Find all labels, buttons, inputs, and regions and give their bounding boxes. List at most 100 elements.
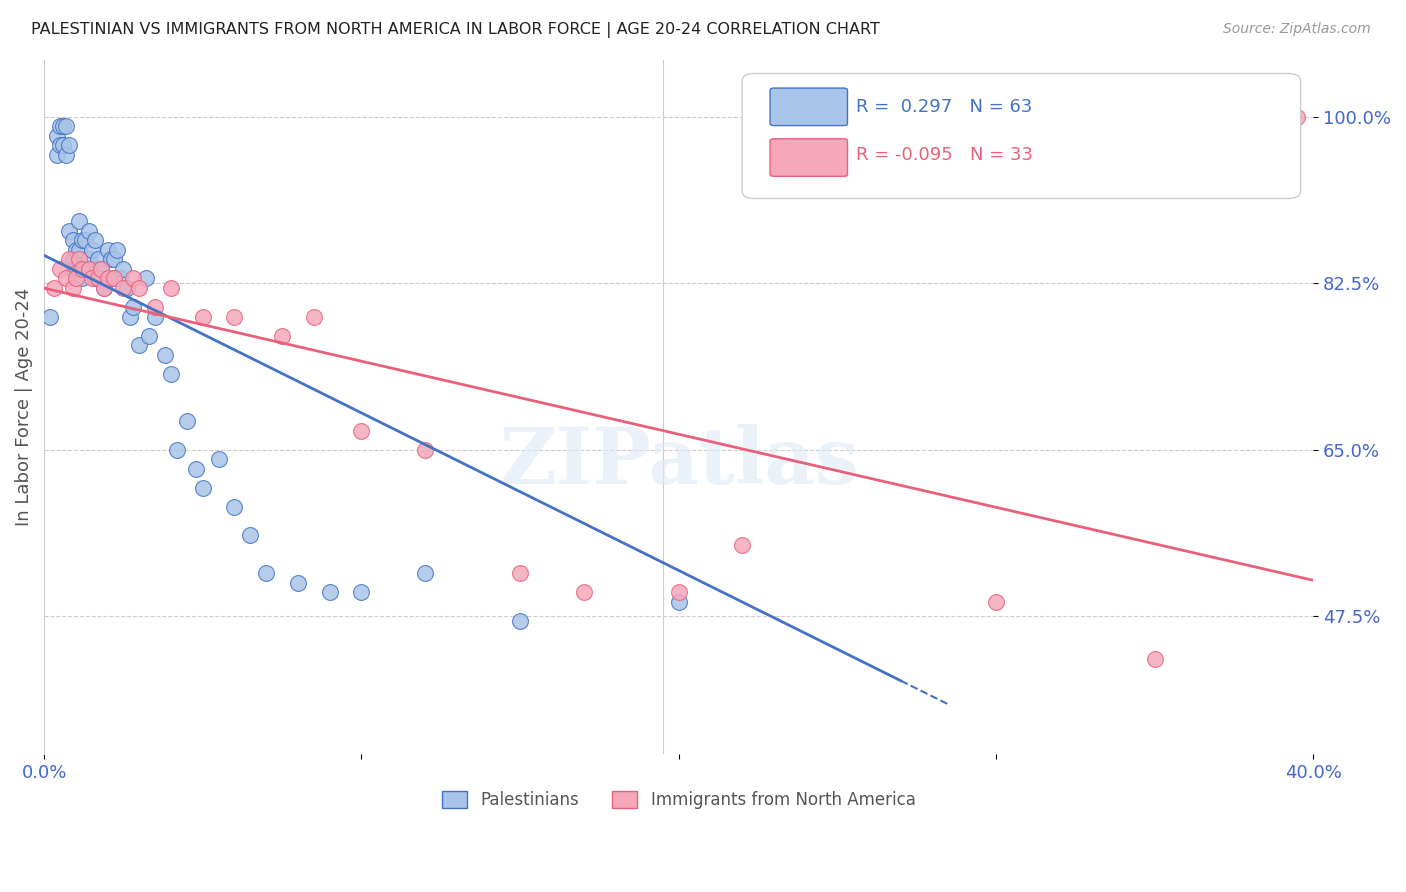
Point [58,252,80,267]
Point [49,138,72,153]
Point [413,566,436,581]
Point [97,271,120,285]
Point [62,233,84,247]
Point [62,281,84,295]
Point [122,271,145,285]
Point [49,119,72,133]
Point [77,224,100,238]
Point [80,271,103,285]
Point [55,147,77,161]
Point [90,261,112,276]
Point [254,566,277,581]
Point [65,261,87,276]
Point [103,252,125,267]
Point [160,281,183,295]
Point [668,595,690,609]
Point [75,261,97,276]
Text: PALESTINIAN VS IMMIGRANTS FROM NORTH AMERICA IN LABOR FORCE | AGE 20-24 CORRELAT: PALESTINIAN VS IMMIGRANTS FROM NORTH AME… [31,22,880,38]
Point [1143,652,1166,666]
Point [239,528,262,542]
Point [103,271,125,285]
Point [65,243,87,257]
FancyBboxPatch shape [770,88,848,126]
Point [62,261,84,276]
Point [83,233,105,247]
Point [115,281,138,295]
Point [65,261,87,276]
Point [70,233,93,247]
Point [87,252,110,267]
Point [90,261,112,276]
Point [80,261,103,276]
Point [67,252,90,267]
Point [413,442,436,457]
FancyBboxPatch shape [770,139,848,177]
Point [143,300,166,314]
Point [224,500,246,514]
Point [87,271,110,285]
Point [160,367,183,381]
Point [191,310,214,324]
Point [52,138,75,153]
Point [128,338,150,352]
Point [224,310,246,324]
Point [77,261,100,276]
Point [67,243,90,257]
Point [70,271,93,285]
Point [1286,110,1309,124]
Point [153,348,176,362]
Point [93,281,115,295]
Point [191,481,214,495]
Point [135,271,157,285]
Point [731,538,754,552]
Point [572,585,595,599]
Point [100,252,122,267]
Point [105,243,128,257]
Point [118,310,141,324]
Text: Source: ZipAtlas.com: Source: ZipAtlas.com [1223,22,1371,37]
Text: R =  0.297   N = 63: R = 0.297 N = 63 [856,98,1033,116]
Text: ZIPatlas: ZIPatlas [499,425,859,500]
Point [138,328,160,343]
Point [271,328,294,343]
Point [509,614,531,628]
Text: R = -0.095   N = 33: R = -0.095 N = 33 [856,146,1033,164]
Point [70,261,93,276]
Point [97,243,120,257]
Point [49,261,72,276]
Point [77,252,100,267]
Point [112,261,135,276]
Point [83,271,105,285]
Point [39,310,62,324]
Point [67,214,90,228]
Point [65,271,87,285]
Point [110,271,132,285]
Point [103,271,125,285]
Point [350,424,373,438]
Point [984,595,1007,609]
Point [93,281,115,295]
Point [350,585,373,599]
Point [166,442,188,457]
Point [45,147,67,161]
Point [302,310,325,324]
Point [176,414,198,428]
FancyBboxPatch shape [742,73,1301,199]
Point [42,281,65,295]
Point [58,224,80,238]
Point [509,566,531,581]
Point [128,281,150,295]
Point [938,176,960,190]
Point [80,243,103,257]
Point [112,281,135,295]
Point [287,576,309,591]
Point [207,452,229,467]
Y-axis label: In Labor Force | Age 20-24: In Labor Force | Age 20-24 [15,288,32,526]
Point [62,252,84,267]
Legend: Palestinians, Immigrants from North America: Palestinians, Immigrants from North Amer… [436,784,922,815]
Point [143,310,166,324]
Point [122,300,145,314]
Point [45,128,67,143]
Point [186,462,208,476]
Point [55,271,77,285]
